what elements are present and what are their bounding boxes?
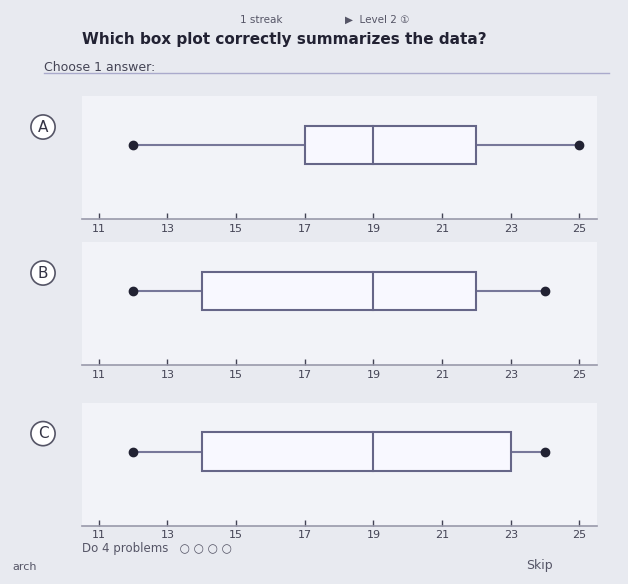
Text: arch: arch bbox=[13, 562, 37, 572]
Text: Skip: Skip bbox=[526, 559, 553, 572]
Bar bbox=[305, 126, 477, 164]
Text: Do 4 problems   ○ ○ ○ ○: Do 4 problems ○ ○ ○ ○ bbox=[82, 543, 232, 555]
Text: B: B bbox=[38, 266, 48, 280]
Text: 1 streak: 1 streak bbox=[240, 15, 283, 25]
Bar bbox=[202, 272, 477, 310]
Bar bbox=[202, 432, 511, 471]
Text: A: A bbox=[38, 120, 48, 134]
Text: Which box plot correctly summarizes the data?: Which box plot correctly summarizes the … bbox=[82, 32, 486, 47]
Text: Choose 1 answer:: Choose 1 answer: bbox=[44, 61, 155, 74]
Text: ▶  Level 2 ①: ▶ Level 2 ① bbox=[345, 15, 410, 25]
Text: C: C bbox=[38, 426, 48, 441]
